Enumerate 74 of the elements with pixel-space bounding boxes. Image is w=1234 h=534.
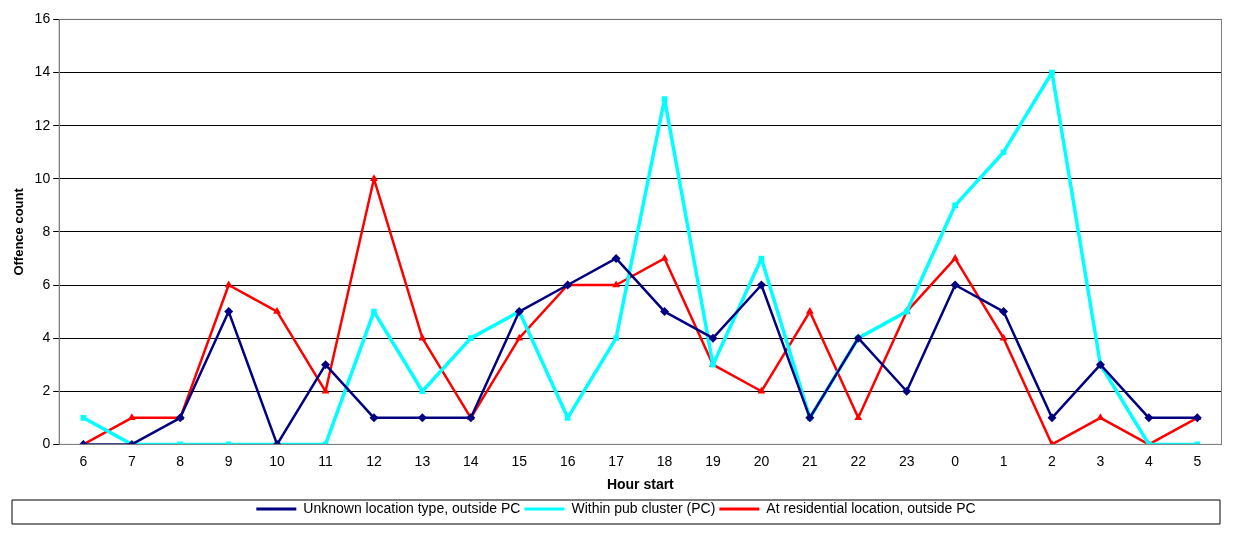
y-tick-label: 16 [34,10,51,27]
x-tick-label: 22 [850,452,867,469]
point [613,335,619,341]
x-tick-label: 20 [753,452,770,469]
point [1096,413,1105,421]
x-tick-label: 1 [999,452,1008,469]
x-tick-label: 7 [127,452,136,469]
point [950,280,960,290]
point [611,253,621,263]
x-axis-title: Hour start [606,476,675,493]
x-tick-label: 13 [414,452,431,469]
point [661,96,668,102]
point [660,307,670,317]
x-tick-label: 6 [79,452,88,469]
point [224,280,233,288]
point [468,335,474,341]
point [952,202,958,209]
x-tick-label: 2 [1048,452,1057,469]
point [417,413,427,423]
point [757,386,766,394]
legend-label: At residential location, outside PC [766,499,976,516]
point [1000,149,1007,156]
y-axis-title: Offence count [11,187,27,276]
x-tick-label: 23 [898,452,915,469]
point [370,174,378,182]
x-tick-label: 16 [559,452,576,469]
x-tick-label: 12 [366,452,382,469]
y-tick-label: 14 [34,63,51,80]
x-tick-label: 14 [463,452,479,469]
x-tick-label: 9 [224,452,233,469]
x-tick-label: 21 [802,452,818,469]
x-tick-label: 10 [269,452,286,469]
point [321,386,330,394]
y-tick-label: 2 [42,382,51,399]
x-tick-label: 11 [318,452,334,469]
x-tick-label: 3 [1096,452,1105,469]
point [805,307,814,314]
y-tick-label: 10 [34,169,51,186]
x-tick-label: 15 [511,452,528,469]
x-tick-label: 19 [705,452,721,469]
legend-label: Within pub cluster (PC) [571,499,716,516]
point [321,360,331,370]
point [612,280,621,288]
point [369,413,379,423]
x-tick-label: 5 [1193,452,1202,469]
point [854,413,863,421]
point [902,386,912,396]
point [371,308,377,315]
point [660,253,669,261]
x-tick-label: 8 [176,452,185,469]
point [564,415,571,421]
point [419,388,426,395]
point [127,413,136,421]
point [80,415,87,421]
point [951,253,960,261]
point [1144,413,1154,423]
point [999,307,1009,317]
x-tick-label: 0 [951,452,960,469]
point [756,280,766,290]
x-tick-label: 17 [608,452,625,469]
y-tick-label: 8 [42,222,51,239]
point [999,333,1008,341]
legend-label: Unknown location type, outside PC [303,499,521,516]
y-tick-label: 4 [42,329,51,346]
x-tick-label: 4 [1144,452,1153,469]
x-tick-label: 18 [656,452,673,469]
point [273,307,282,314]
y-tick-label: 12 [34,116,51,133]
point [708,333,718,343]
y-tick-label: 0 [42,435,51,452]
point [224,307,234,317]
y-tick-label: 6 [42,275,51,292]
point [1047,413,1057,423]
point [1049,69,1055,76]
